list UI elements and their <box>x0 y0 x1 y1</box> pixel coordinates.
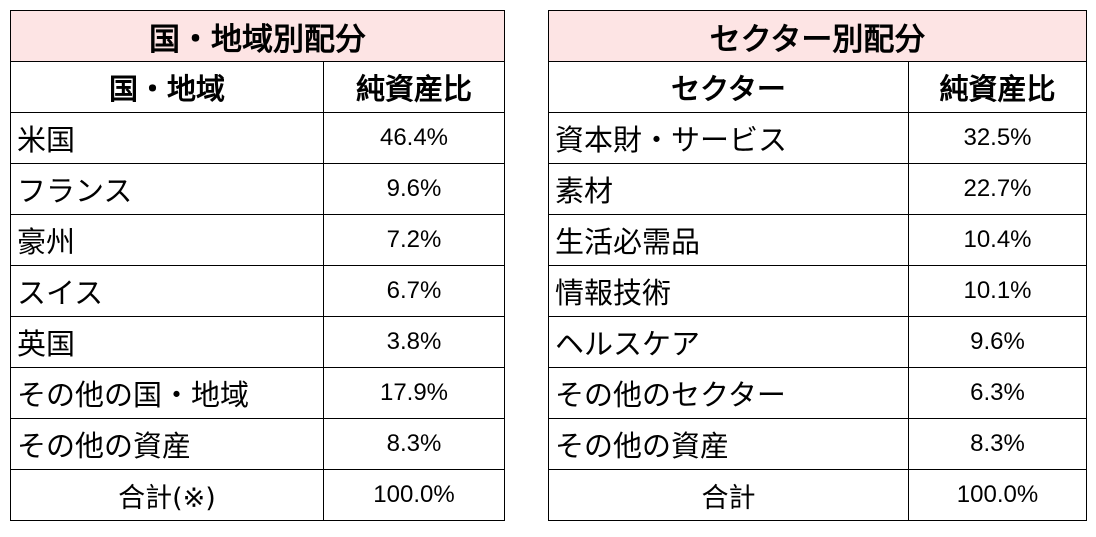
table-row: 英国 3.8% <box>10 316 505 368</box>
table-row: フランス 9.6% <box>10 163 505 215</box>
sector-table-title: セクター別配分 <box>547 10 1088 62</box>
sector-ratio-column-header: 純資産比 <box>907 61 1088 113</box>
table-row: 豪州 7.2% <box>10 214 505 266</box>
table-row: その他の資産 8.3% <box>10 418 505 470</box>
sector-label: その他の資産 <box>548 418 909 470</box>
region-column-header: 国・地域 <box>10 61 324 113</box>
region-value: 17.9% <box>323 367 505 419</box>
region-value: 3.8% <box>323 316 505 368</box>
region-value: 8.3% <box>323 418 505 470</box>
sector-allocation-table: セクター別配分 セクター 純資産比 資本財・サービス 32.5% 素材 22.7… <box>547 10 1088 521</box>
region-ratio-column-header: 純資産比 <box>323 61 505 113</box>
region-header-row: 国・地域 純資産比 <box>10 61 505 113</box>
sector-total-value: 100.0% <box>907 469 1088 521</box>
sector-value: 32.5% <box>907 112 1088 164</box>
sector-label: ヘルスケア <box>548 316 909 368</box>
table-row: その他の資産 8.3% <box>548 418 1088 470</box>
table-row: ヘルスケア 9.6% <box>548 316 1088 368</box>
table-row: その他の国・地域 17.9% <box>10 367 505 419</box>
region-title-row: 国・地域別配分 <box>10 10 505 62</box>
region-label: 英国 <box>10 316 324 368</box>
sector-value: 8.3% <box>907 418 1088 470</box>
sector-value: 6.3% <box>907 367 1088 419</box>
region-label: 米国 <box>10 112 324 164</box>
region-label: その他の資産 <box>10 418 324 470</box>
sector-label: その他のセクター <box>548 367 909 419</box>
region-label: その他の国・地域 <box>10 367 324 419</box>
region-value: 7.2% <box>323 214 505 266</box>
sector-value: 10.1% <box>907 265 1088 317</box>
region-total-value: 100.0% <box>323 469 505 521</box>
region-value: 9.6% <box>323 163 505 215</box>
region-table-title: 国・地域別配分 <box>10 10 505 62</box>
table-row: その他のセクター 6.3% <box>548 367 1088 419</box>
table-row: 米国 46.4% <box>10 112 505 164</box>
sector-value: 9.6% <box>907 316 1088 368</box>
sector-label: 情報技術 <box>548 265 909 317</box>
sector-value: 10.4% <box>907 214 1088 266</box>
region-total-row: 合計(※) 100.0% <box>10 469 505 521</box>
sector-label: 生活必需品 <box>548 214 909 266</box>
table-row: 素材 22.7% <box>548 163 1088 215</box>
sector-label: 資本財・サービス <box>548 112 909 164</box>
region-value: 46.4% <box>323 112 505 164</box>
sector-label: 素材 <box>548 163 909 215</box>
table-row: 資本財・サービス 32.5% <box>548 112 1088 164</box>
sector-value: 22.7% <box>907 163 1088 215</box>
table-row: スイス 6.7% <box>10 265 505 317</box>
sector-header-row: セクター 純資産比 <box>548 61 1088 113</box>
table-row: 情報技術 10.1% <box>548 265 1088 317</box>
region-label: スイス <box>10 265 324 317</box>
sector-total-row: 合計 100.0% <box>548 469 1088 521</box>
region-label: 豪州 <box>10 214 324 266</box>
sector-total-label: 合計 <box>548 469 909 521</box>
region-allocation-table: 国・地域別配分 国・地域 純資産比 米国 46.4% フランス 9.6% 豪州 … <box>10 10 505 521</box>
sector-title-row: セクター別配分 <box>547 10 1088 62</box>
region-total-label: 合計(※) <box>10 469 324 521</box>
region-label: フランス <box>10 163 324 215</box>
sector-column-header: セクター <box>548 61 909 113</box>
region-value: 6.7% <box>323 265 505 317</box>
table-row: 生活必需品 10.4% <box>548 214 1088 266</box>
